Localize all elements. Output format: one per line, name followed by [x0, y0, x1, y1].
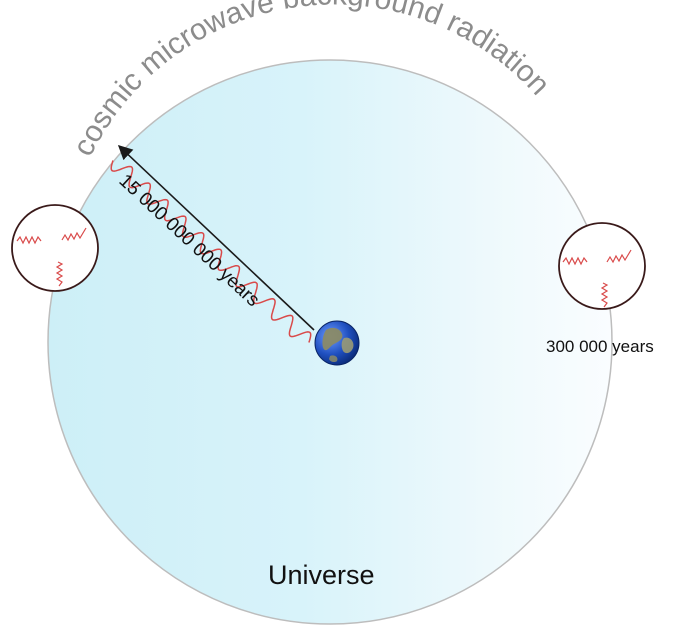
scatter-wave-left-b: [61, 227, 87, 242]
age-label: 300 000 years: [546, 337, 654, 356]
scatter-wave-right-b: [606, 249, 632, 264]
earth-icon: [314, 320, 360, 366]
scatter-wave-left-a: [16, 235, 42, 245]
scatter-wave-right-a: [562, 256, 588, 266]
right-scatter-inset: [558, 222, 646, 310]
distance-arrow: [117, 145, 315, 331]
photon-wave: [110, 160, 312, 343]
left-scatter-inset: [11, 204, 99, 292]
scatter-wave-left-c: [55, 261, 64, 287]
scatter-wave-right-c: [600, 282, 609, 308]
universe-label: Universe: [268, 560, 375, 590]
